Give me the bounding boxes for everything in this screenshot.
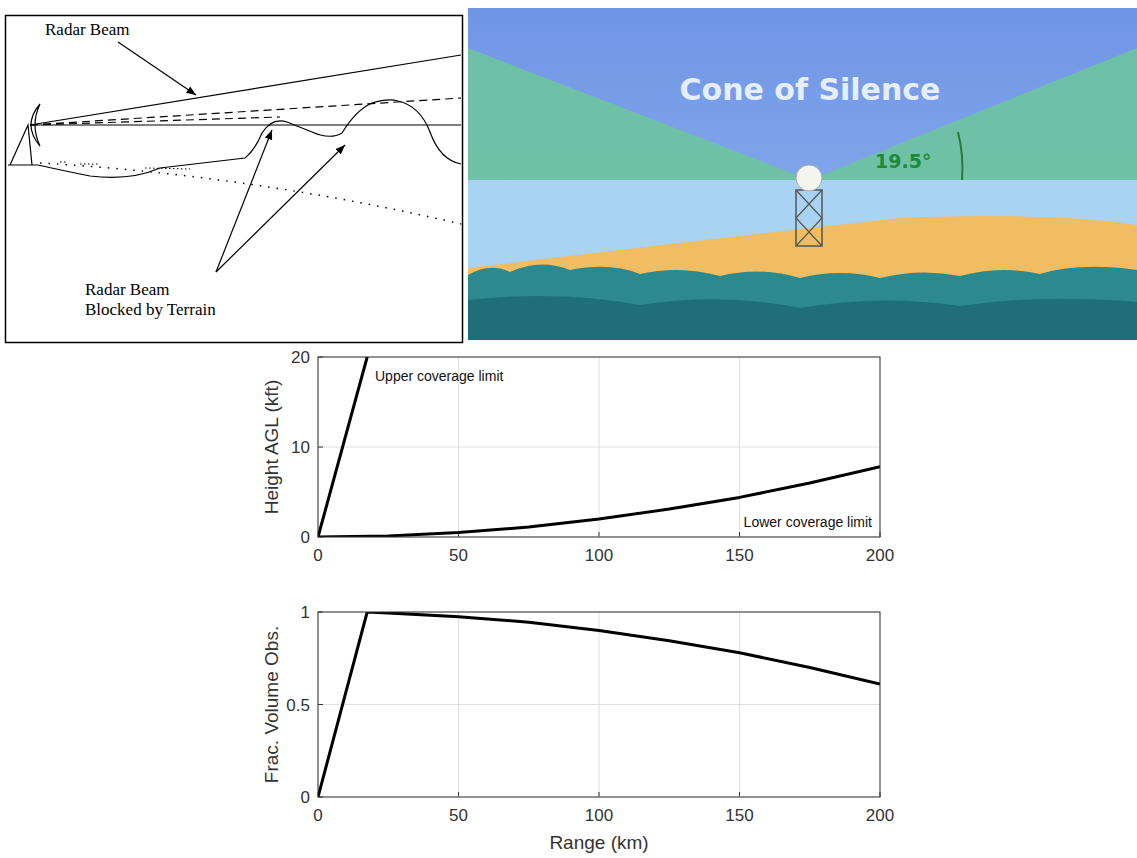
beam-dashed [30,117,280,125]
x-tick-label: 200 [866,806,894,825]
beam-blockage-panel: Radar BeamRadar BeamBlocked by Terrain [6,16,463,343]
marks [318,612,880,797]
sky [468,8,1137,340]
radar-mount [10,125,32,165]
y-tick-label: 10 [291,438,310,457]
x-tick [739,532,740,537]
plot-area [318,612,880,797]
terrain [8,100,461,178]
series-line [318,612,880,797]
angle-arc [958,132,962,180]
blocked-label: Blocked by Terrain [85,300,216,319]
y-tick-label: 0 [301,528,310,547]
radome [796,165,822,191]
coverage-right [810,48,1137,180]
y-axis-title: Frac. Volume Obs. [261,626,282,783]
y-tick-label: 1 [301,603,310,622]
chart: 0 50 100 150 200 0 0.5 1 Frac. Volume Obs. Range … [261,603,894,853]
y-tick-label: 20 [291,348,310,367]
series-line [318,357,367,537]
plot-frame [318,357,880,537]
y-tick-label: 0 [301,788,310,807]
x-tick-label: 100 [585,546,613,565]
series-line [318,467,880,537]
cone-title: Cone of Silence [680,72,941,107]
x-tick [599,532,600,537]
blocked-label: Radar Beam [85,280,170,299]
arrow [118,42,196,95]
radar-beam [30,55,461,125]
cone-panel: Cone of Silence 19.5° [468,8,1137,340]
panel-frame [6,16,463,343]
y-tick-label: 0.5 [286,696,310,715]
y-tick [318,704,323,705]
plot-frame [318,612,880,797]
coverage-left [468,48,810,180]
x-tick-label: 0 [313,546,322,565]
series-label: Lower coverage limit [744,514,872,530]
tower-lattice [796,190,822,246]
chart: 0 50 100 150 200 0 10 20 Upper coverage limit Low… [261,348,894,565]
terrain-dots [60,162,190,169]
horizon-line [30,124,461,125]
x-tick [599,792,600,797]
y-tick [318,447,323,448]
radar-dish [31,104,40,146]
arrow [216,145,345,272]
ground [468,216,1137,340]
plot-area [318,357,880,537]
arrow [216,130,272,272]
x-tick-label: 0 [313,806,322,825]
x-tick-label: 50 [449,546,468,565]
series-label: Upper coverage limit [375,368,503,384]
x-tick-label: 50 [449,806,468,825]
x-tick-label: 150 [725,806,753,825]
tower [796,190,822,246]
x-tick-label: 200 [866,546,894,565]
trees [468,264,1137,340]
angle-label: 19.5° [875,150,931,172]
trees-dark [468,296,1137,340]
x-axis-title: Range (km) [549,832,648,853]
earth-curvature [40,163,461,224]
x-tick [739,792,740,797]
y-grid [318,447,880,448]
beam-label: Radar Beam [45,20,130,39]
beam-dashed [30,98,461,125]
y-grid [318,704,880,705]
figure: Radar BeamRadar BeamBlocked by TerrainCo… [0,0,1137,858]
low-sky [468,180,1137,340]
x-tick [458,792,459,797]
x-tick-label: 100 [585,806,613,825]
x-tick-label: 150 [725,546,753,565]
marks [318,357,880,537]
y-axis-title: Height AGL (kft) [261,380,282,514]
